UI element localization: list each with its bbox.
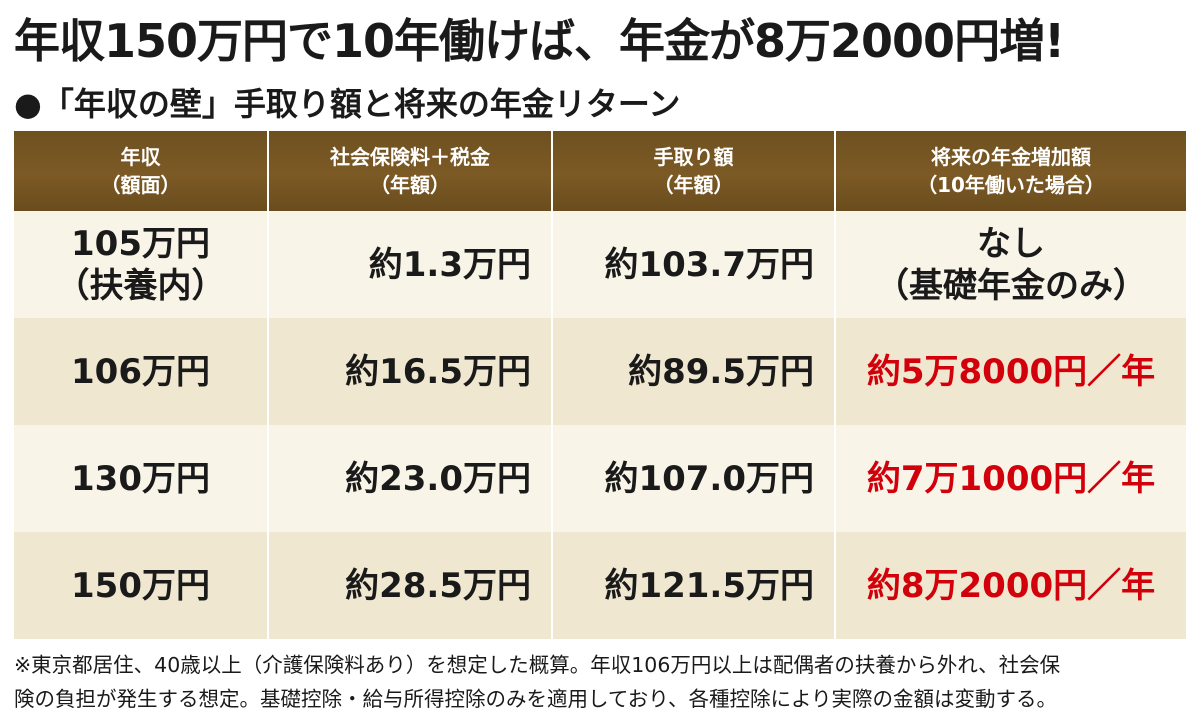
header-line: （年額） [370, 173, 450, 197]
pension-value: なし [977, 223, 1045, 264]
header-line: 将来の年金増加額 [931, 145, 1091, 169]
table-row: 130万円 約23.0万円 約107.0万円 約7万1000円／年 [14, 425, 1186, 532]
cost-cell: 約1.3万円 [268, 211, 553, 318]
header-income: 年収 （額面） [14, 131, 269, 211]
header-line: （10年働いた場合） [917, 173, 1105, 197]
table-row: 150万円 約28.5万円 約121.5万円 約8万2000円／年 [14, 532, 1186, 639]
pension-cell: 約8万2000円／年 [835, 532, 1186, 639]
table-caption: ●「年収の壁」手取り額と将来の年金リターン [14, 85, 681, 123]
income-cell: 105万円 （扶養内） [14, 211, 269, 318]
footnote-line: 険の負担が発生する想定。基礎控除・給与所得控除のみを適用しており、各種控除により… [14, 687, 1058, 711]
takehome-cell: 約89.5万円 [552, 318, 836, 425]
pension-cell: 約7万1000円／年 [835, 425, 1186, 532]
income-cell: 106万円 [14, 318, 269, 425]
pension-note: （基礎年金のみ） [875, 265, 1147, 306]
income-value: 105万円 [71, 223, 210, 264]
pension-cell: なし （基礎年金のみ） [835, 211, 1186, 318]
header-line: 年収 [120, 145, 161, 169]
table-row: 106万円 約16.5万円 約89.5万円 約5万8000円／年 [14, 318, 1186, 425]
income-wall-table: 年収 （額面） 社会保険料＋税金 （年額） 手取り額 （年額） 将来の年金増加額… [14, 131, 1186, 639]
header-line: 手取り額 [653, 145, 734, 169]
header-line: （年額） [653, 173, 734, 197]
header-line: （額面） [100, 173, 181, 197]
pension-cell: 約5万8000円／年 [835, 318, 1186, 425]
cost-cell: 約23.0万円 [268, 425, 553, 532]
cost-cell: 約16.5万円 [268, 318, 553, 425]
table-header-row: 年収 （額面） 社会保険料＋税金 （年額） 手取り額 （年額） 将来の年金増加額… [14, 131, 1186, 211]
takehome-cell: 約103.7万円 [552, 211, 836, 318]
header-cost: 社会保険料＋税金 （年額） [268, 131, 553, 211]
income-note: （扶養内） [55, 265, 226, 306]
cost-cell: 約28.5万円 [268, 532, 553, 639]
footnote-line: ※東京都居住、40歳以上（介護保険料あり）を想定した概算。年収106万円以上は配… [14, 653, 1061, 677]
takehome-cell: 約107.0万円 [552, 425, 836, 532]
page-title: 年収150万円で10年働けば、年金が8万2000円増! [14, 14, 1065, 68]
income-cell: 130万円 [14, 425, 269, 532]
footnote: ※東京都居住、40歳以上（介護保険料あり）を想定した概算。年収106万円以上は配… [14, 648, 1186, 716]
header-pension: 将来の年金増加額 （10年働いた場合） [835, 131, 1186, 211]
income-cell: 150万円 [14, 532, 269, 639]
takehome-cell: 約121.5万円 [552, 532, 836, 639]
table-row: 105万円 （扶養内） 約1.3万円 約103.7万円 なし （基礎年金のみ） [14, 211, 1186, 318]
header-line: 社会保険料＋税金 [330, 145, 490, 169]
header-takehome: 手取り額 （年額） [552, 131, 836, 211]
